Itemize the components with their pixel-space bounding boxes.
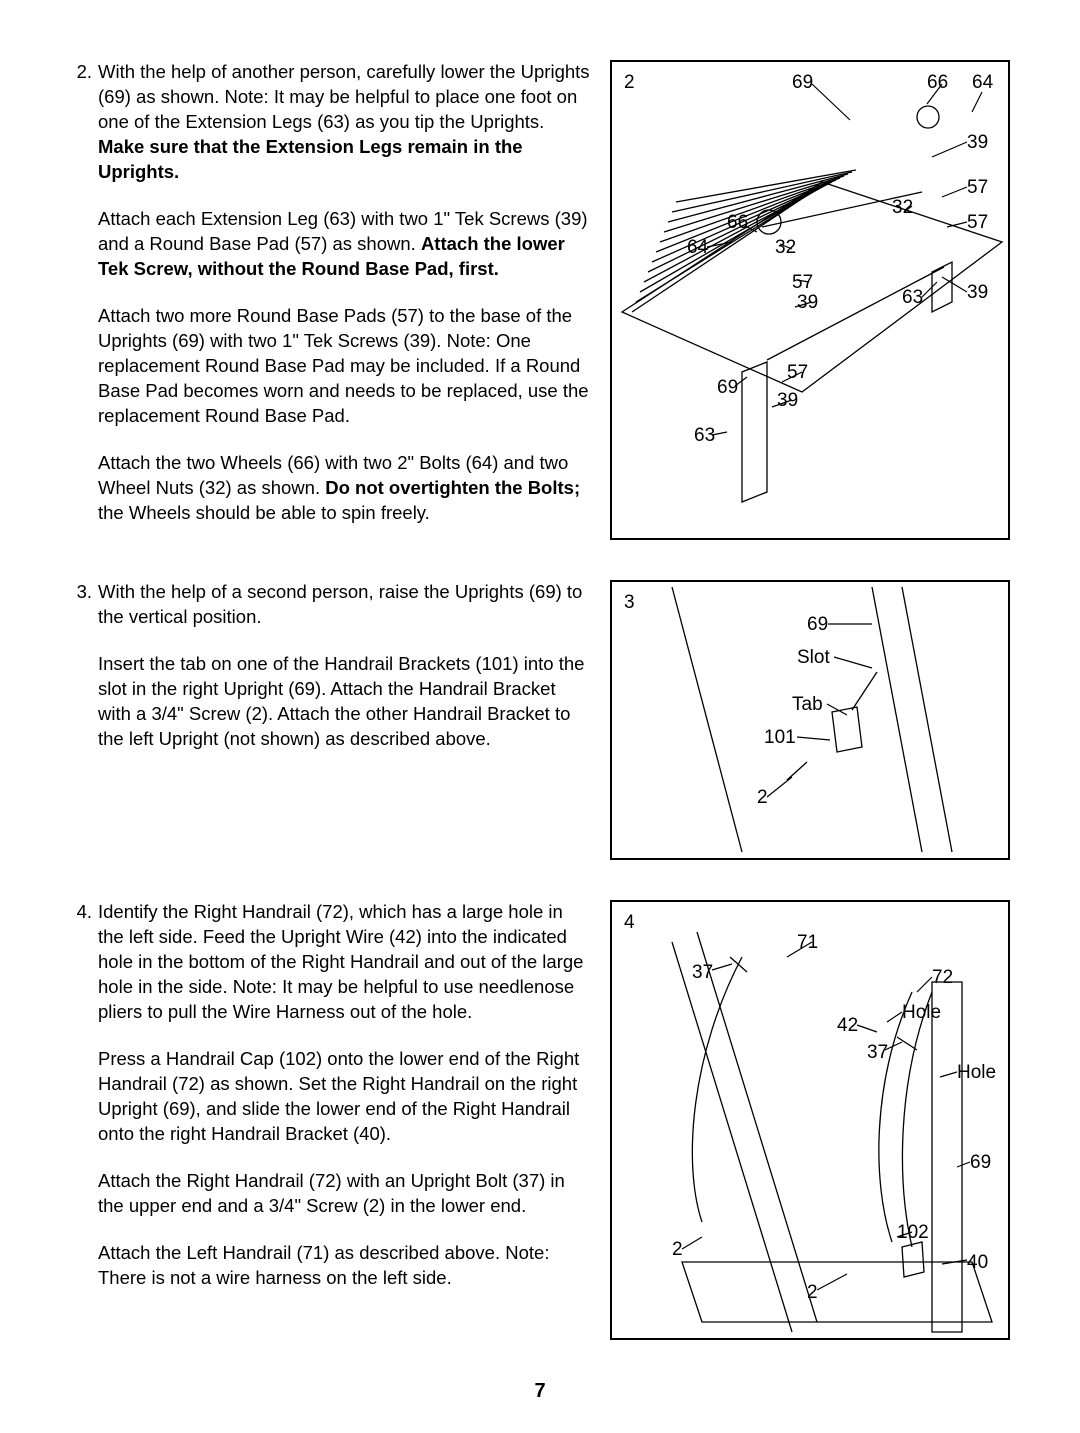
- callout-label: 69: [807, 614, 828, 636]
- figure-column: 3 69 Slot Tab 101 2: [610, 580, 1010, 860]
- paragraph: Attach two more Round Base Pads (57) to …: [98, 304, 590, 429]
- figure-box: 4 71 37 72 Hole 42 37 Hole 69 102 2 40 2: [610, 900, 1010, 1340]
- text: Attach the Right Handrail (72) with an U…: [98, 1170, 565, 1216]
- callout-label: 39: [797, 292, 818, 314]
- callout-label: Tab: [792, 694, 823, 716]
- callout-label: 102: [897, 1222, 929, 1244]
- step-number: 3.: [70, 580, 98, 860]
- text: Press a Handrail Cap (102) onto the lowe…: [98, 1048, 579, 1144]
- instruction-step: 2.With the help of another person, caref…: [70, 60, 1010, 540]
- callout-label: 57: [967, 177, 988, 199]
- callout-label: 71: [797, 932, 818, 954]
- text: Attach two more Round Base Pads (57) to …: [98, 305, 589, 426]
- callout-label: 32: [892, 197, 913, 219]
- text: Insert the tab on one of the Handrail Br…: [98, 653, 584, 749]
- figure-column: 2696664395732576664323957633957693963: [610, 60, 1010, 540]
- callout-label: 66: [927, 72, 948, 94]
- paragraph: Attach the Left Handrail (71) as describ…: [98, 1241, 590, 1291]
- bold-text: Make sure that the Extension Legs remain…: [98, 136, 523, 182]
- text: Attach the Left Handrail (71) as describ…: [98, 1242, 549, 1288]
- callout-label: 2: [757, 787, 768, 809]
- paragraph: With the help of another person, careful…: [98, 60, 590, 185]
- callout-label: 2: [624, 72, 635, 94]
- callout-label: Hole: [957, 1062, 996, 1084]
- callout-label: 69: [717, 377, 738, 399]
- callout-label: 72: [932, 967, 953, 989]
- callout-label: 69: [970, 1152, 991, 1174]
- figure-box: 2696664395732576664323957633957693963: [610, 60, 1010, 540]
- paragraph: Attach the Right Handrail (72) with an U…: [98, 1169, 590, 1219]
- callout-label: 63: [694, 425, 715, 447]
- text: the Wheels should be able to spin freely…: [98, 502, 430, 523]
- paragraph: Insert the tab on one of the Handrail Br…: [98, 652, 590, 752]
- callout-label: 42: [837, 1015, 858, 1037]
- step-body: Identify the Right Handrail (72), which …: [98, 900, 590, 1340]
- text: With the help of a second person, raise …: [98, 581, 582, 627]
- paragraph: Attach the two Wheels (66) with two 2" B…: [98, 451, 590, 526]
- callout-label: 57: [792, 272, 813, 294]
- text: Identify the Right Handrail (72), which …: [98, 901, 583, 1022]
- callout-label: 39: [967, 132, 988, 154]
- paragraph: With the help of a second person, raise …: [98, 580, 590, 630]
- bold-text: Do not overtighten the Bolts;: [325, 477, 580, 498]
- paragraph: Press a Handrail Cap (102) onto the lowe…: [98, 1047, 590, 1147]
- callout-label: 39: [777, 390, 798, 412]
- callout-label: 39: [967, 282, 988, 304]
- step-number: 2.: [70, 60, 98, 540]
- callout-label: 69: [792, 72, 813, 94]
- callout-label: Slot: [797, 647, 830, 669]
- paragraph: Attach each Extension Leg (63) with two …: [98, 207, 590, 282]
- callout-label: 2: [807, 1282, 818, 1304]
- callout-label: 66: [727, 212, 748, 234]
- callout-label: 57: [787, 362, 808, 384]
- callout-label: 37: [692, 962, 713, 984]
- callout-label: 57: [967, 212, 988, 234]
- callout-label: 3: [624, 592, 635, 614]
- callout-label: 32: [775, 237, 796, 259]
- page-number: 7: [70, 1380, 1010, 1403]
- instruction-step: 3.With the help of a second person, rais…: [70, 580, 1010, 860]
- text: With the help of another person, careful…: [98, 61, 590, 132]
- callout-label: 2: [672, 1239, 683, 1261]
- callout-label: 37: [867, 1042, 888, 1064]
- paragraph: Identify the Right Handrail (72), which …: [98, 900, 590, 1025]
- callout-label: 40: [967, 1252, 988, 1274]
- step-body: With the help of a second person, raise …: [98, 580, 590, 860]
- instruction-step: 4.Identify the Right Handrail (72), whic…: [70, 900, 1010, 1340]
- step-body: With the help of another person, careful…: [98, 60, 590, 540]
- callout-label: 4: [624, 912, 635, 934]
- callout-label: Hole: [902, 1002, 941, 1024]
- callout-label: 64: [972, 72, 993, 94]
- figure-column: 4 71 37 72 Hole 42 37 Hole 69 102 2 40 2: [610, 900, 1010, 1340]
- callout-label: 63: [902, 287, 923, 309]
- figure-box: 3 69 Slot Tab 101 2: [610, 580, 1010, 860]
- callout-label: 64: [687, 237, 708, 259]
- step-number: 4.: [70, 900, 98, 1340]
- callout-label: 101: [764, 727, 796, 749]
